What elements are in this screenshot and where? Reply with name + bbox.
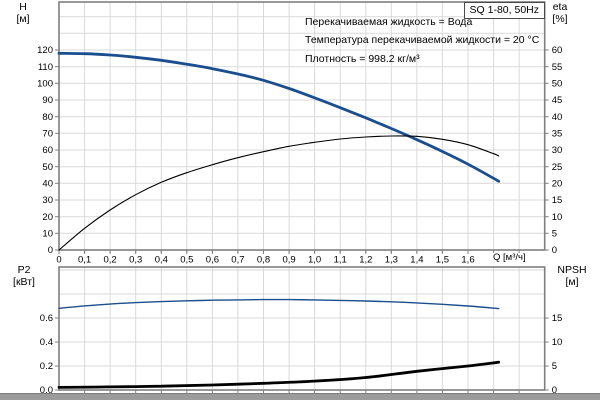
left-tick-label: 0.6 [40,313,53,324]
left-tick-label: 0.0 [40,385,53,396]
right-tick-label: 15 [552,195,563,206]
h-q-head-curve [57,51,501,183]
left-tick-label: 0.4 [40,337,53,348]
x-tick-label: 0,1 [78,255,91,266]
right-tick-label: 5 [552,229,557,240]
eta-axis-label: eta [%] [540,1,580,25]
x-tick-label: 0,5 [180,255,193,266]
status-strip [0,393,600,400]
h-axis-name: H [19,1,27,13]
right-tick-label: 0 [552,245,557,256]
right-tick-label: 20 [552,179,563,190]
x-tick-label: 0,7 [231,255,244,266]
fluid-info-line-3: Плотность = 998.2 кг/м³ [305,52,420,65]
right-tick-label: 35 [552,129,563,140]
left-tick-label: 100 [37,79,53,90]
x-tick-label: 0,4 [155,255,168,266]
left-tick-label: 120 [37,45,53,56]
right-tick-label: 0 [552,385,557,396]
x-tick-label: 1,1 [334,255,347,266]
q-axis-label: Q [м³/ч] [493,252,526,263]
p2-axis-unit: [кВт] [13,275,35,288]
right-tick-label: 10 [552,212,563,223]
x-tick-label: 1,0 [308,255,321,266]
left-tick-label: 10 [42,229,53,240]
right-tick-label: 15 [552,313,563,324]
npsh-axis-label: NPSH [м] [550,264,594,288]
p2-axis-name: P2 [17,264,31,276]
left-tick-label: 90 [42,95,53,106]
right-tick-label: 45 [552,95,563,106]
npsh-axis-name: NPSH [557,264,587,276]
left-tick-label: 70 [42,129,53,140]
eta-axis-unit: [%] [552,12,568,25]
x-tick-label: 1,5 [436,255,449,266]
x-tick-label: 1,2 [359,255,372,266]
x-tick-label: 0 [56,255,61,266]
right-tick-label: 5 [552,361,557,372]
x-tick-label: 1,3 [385,255,398,266]
plot-border [58,266,546,391]
x-tick-label: 0,2 [103,255,116,266]
eta-q-efficiency-curve [58,135,500,251]
npsh-axis-unit: [м] [565,275,579,288]
left-tick-label: 40 [42,179,53,190]
x-tick-label: 0,3 [129,255,142,266]
right-tick-label: 30 [552,145,563,156]
x-tick-label: 0,8 [257,255,270,266]
plot-border [58,1,546,251]
h-axis-unit: [м] [16,12,30,25]
right-tick-label: 60 [552,45,563,56]
x-tick-label: 1,4 [410,255,423,266]
left-tick-label: 60 [42,145,53,156]
fluid-info-line-1: Перекачиваемая жидкость = Вода [305,16,473,28]
left-tick-label: 50 [42,162,53,173]
chart-1: 0.0 0.2 0.4 0.6 0 5 10 15 [40,266,563,396]
left-tick-label: 30 [42,195,53,206]
x-tick-label: 0,9 [282,255,295,266]
x-tick-label: 1,6 [461,255,474,266]
left-tick-label: 80 [42,112,53,123]
left-tick-label: 0 [48,245,53,256]
right-tick-label: 50 [552,79,563,90]
right-tick-label: 40 [552,112,563,123]
right-tick-label: 10 [552,337,563,348]
eta-axis-name: eta [552,1,568,13]
pump-model-badge: SQ 1-80, 50Hz [463,2,545,19]
fluid-info-line-2: Температура перекачиваемой жидкости = 20… [305,34,540,47]
x-tick-label: 0,6 [206,255,219,266]
p2-q-shaft-power-curve [58,298,500,310]
right-tick-label: 55 [552,62,563,73]
chart-0: 0 10 20 30 40 50 60 70 80 90 100 110 120 0 5 10 15 20 25 30… [37,1,563,266]
left-tick-label: 110 [38,62,53,73]
h-axis-label: H [м] [3,1,43,25]
right-tick-label: 25 [552,162,563,173]
npsh-q-curve [57,360,501,389]
p2-axis-label: P2 [кВт] [2,264,46,288]
left-tick-label: 20 [42,212,53,223]
fluid-info-block: Перекачиваемая жидкость = Вода Температу… [305,13,539,68]
left-tick-label: 0.2 [40,361,53,372]
